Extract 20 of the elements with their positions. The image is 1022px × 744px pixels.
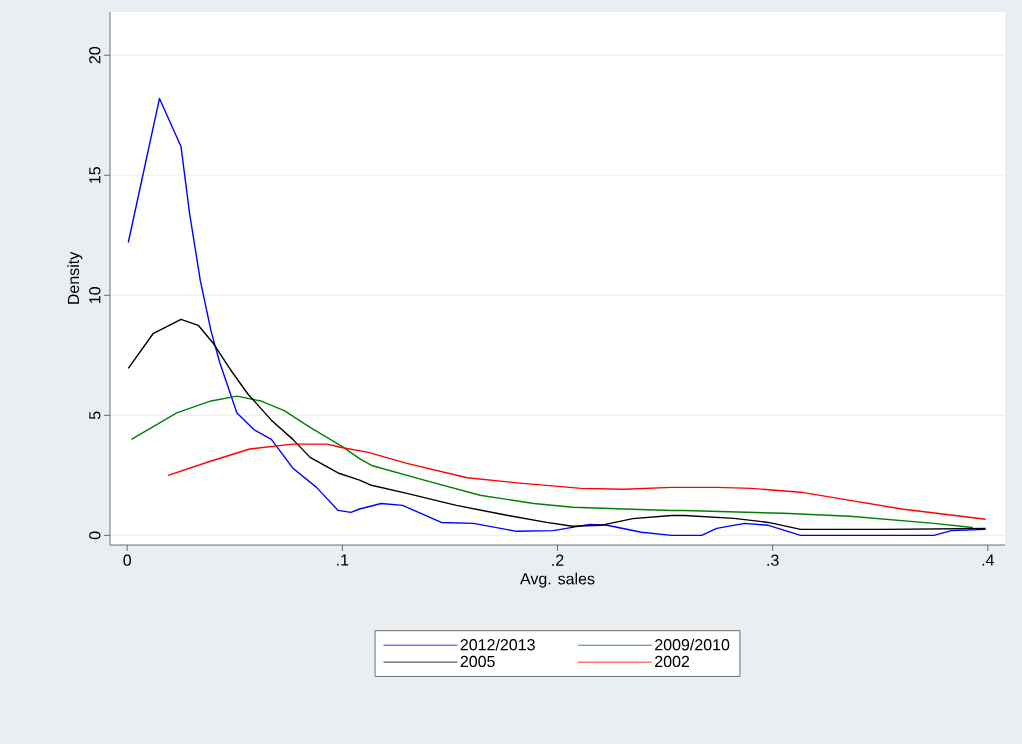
y-tick-label: 15	[89, 167, 101, 183]
line-series	[127, 97, 987, 537]
y-axis-title: Density	[67, 251, 83, 304]
x-axis-title: Avg. sales	[520, 572, 595, 588]
legend-label: 2009/2010	[655, 638, 730, 651]
x-tick-label: .3	[767, 554, 779, 566]
y-tick-label: 10	[89, 287, 101, 303]
y-tick-label: 0	[89, 531, 101, 540]
line-series	[130, 395, 974, 529]
x-tick-label: .4	[982, 554, 994, 566]
legend-label: 2002	[655, 655, 690, 668]
line-series	[167, 443, 987, 521]
y-tick-label: 5	[89, 411, 101, 420]
x-tick-label: .1	[337, 554, 349, 566]
line-series	[127, 318, 987, 531]
y-tick-label: 20	[89, 46, 101, 64]
legend-label: 2012/2013	[460, 638, 535, 651]
x-tick-label: .2	[552, 554, 564, 566]
x-tick-label: 0	[123, 554, 132, 566]
legend-label: 2005	[460, 655, 495, 668]
